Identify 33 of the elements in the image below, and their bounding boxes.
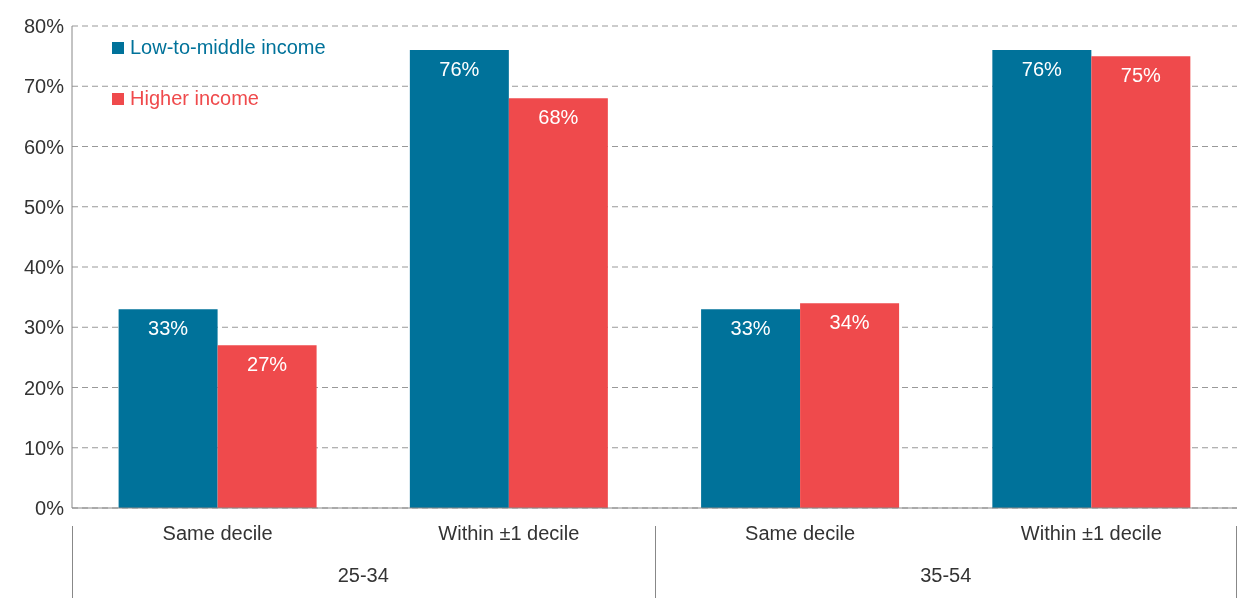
data-label: 34%: [829, 311, 870, 334]
bar: [992, 50, 1092, 508]
data-label: 68%: [538, 106, 579, 129]
bar: [800, 303, 900, 508]
bar: [508, 98, 608, 508]
bar: [701, 309, 801, 508]
data-label: 33%: [148, 317, 189, 340]
y-tick-label: 10%: [23, 436, 65, 459]
bar: [217, 345, 317, 508]
data-label: 27%: [247, 353, 288, 376]
y-tick-label: 40%: [23, 256, 65, 279]
data-label: 76%: [439, 58, 480, 81]
y-tick-label: 50%: [23, 195, 65, 218]
y-tick-label: 30%: [23, 316, 65, 339]
bar: [1091, 56, 1191, 508]
data-label: 75%: [1120, 64, 1162, 87]
data-label: 76%: [1021, 58, 1063, 81]
bar: [118, 309, 218, 508]
y-tick-label: 70%: [23, 75, 65, 98]
x-tick-label: Same decile: [745, 522, 856, 545]
y-tick-label: 80%: [23, 15, 65, 38]
text: 25-34: [336, 564, 390, 587]
y-tick-label: 20%: [23, 376, 65, 399]
y-tick-label: 0%: [35, 497, 65, 520]
y-tick-label: 60%: [23, 135, 65, 158]
x-tick-label: Within ±1 decile: [1020, 522, 1162, 545]
legend-label: Higher income: [130, 87, 259, 110]
data-label: 33%: [730, 317, 771, 340]
text: 35-54: [919, 564, 973, 587]
x-tick-label: Within ±1 decile: [438, 522, 580, 545]
legend-label: Low-to-middle income: [130, 36, 326, 59]
x-tick-label: Same decile: [162, 522, 273, 545]
bar: [409, 50, 509, 508]
